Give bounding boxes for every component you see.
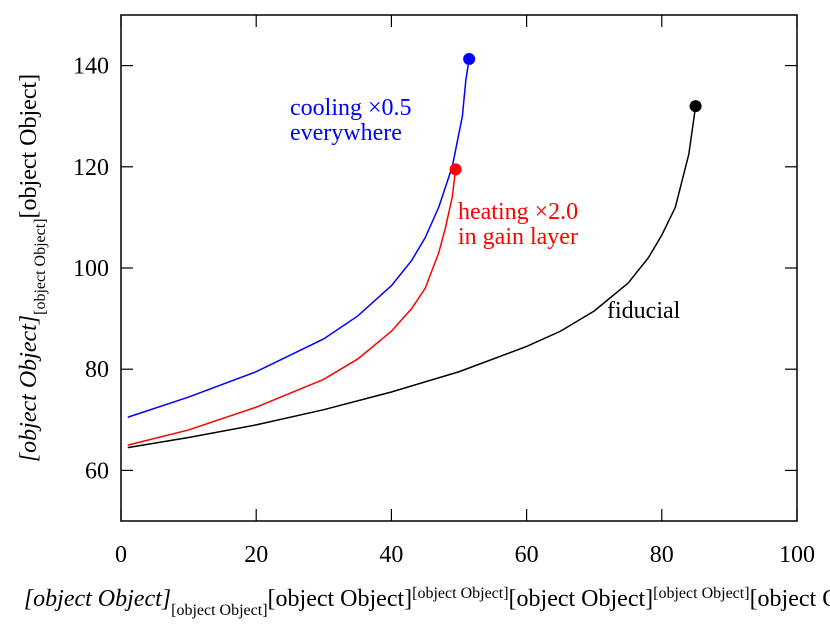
y-axis-label-part: [object Object] — [16, 74, 42, 219]
x-axis-label-part: [object Object] — [412, 585, 508, 602]
series-label: everywhere — [290, 120, 402, 146]
y-tick-label: 120 — [73, 155, 109, 181]
x-axis-label-part: [object Object] — [268, 586, 413, 612]
x-axis-label-part: [object Object] — [653, 585, 749, 602]
y-tick-label: 140 — [73, 54, 109, 80]
x-axis-label: [object Object][object Object][object Ob… — [24, 585, 830, 619]
x-tick-label: 60 — [515, 542, 539, 568]
x-axis-label-part: [object Object] — [509, 586, 654, 612]
series-label: heating ×2.0 — [458, 199, 578, 225]
x-tick-label: 80 — [650, 542, 674, 568]
endpoint-marker — [449, 163, 462, 176]
x-axis-label-part: [object Object] — [24, 586, 171, 612]
y-axis-label: [object Object][object Object][object Ob… — [16, 74, 49, 462]
series-label: fiducial — [607, 298, 681, 324]
y-tick-label: 80 — [85, 357, 109, 383]
y-axis-label-part: [object Object] — [16, 315, 42, 462]
endpoint-marker — [689, 100, 702, 113]
series-line — [127, 105, 697, 449]
x-tick-label: 100 — [779, 542, 815, 568]
x-axis-label-part: [object Object] — [171, 602, 267, 619]
y-axis-label-part: [object Object] — [32, 218, 49, 314]
y-tick-label: 100 — [73, 256, 109, 282]
y-tick-label: 60 — [85, 458, 109, 484]
x-tick-label: 0 — [115, 542, 127, 568]
series-line — [127, 58, 470, 418]
endpoint-marker — [463, 53, 476, 66]
series-label: in gain layer — [458, 224, 578, 250]
x-axis-label-part: [object Object] — [750, 586, 830, 612]
x-tick-label: 20 — [244, 542, 268, 568]
plot-frame — [120, 14, 798, 522]
series-line — [127, 169, 457, 446]
series-label: cooling ×0.5 — [290, 95, 412, 121]
x-tick-label: 40 — [379, 542, 403, 568]
